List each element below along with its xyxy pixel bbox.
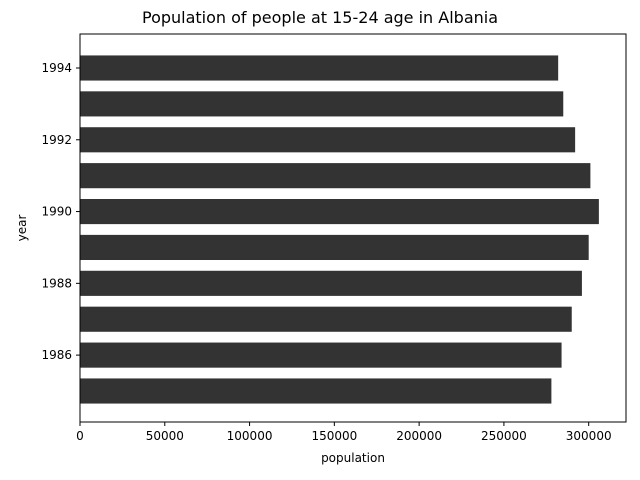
y-tick-label: 1992: [41, 133, 72, 147]
x-tick-label: 200000: [396, 429, 442, 443]
bar-1994: [80, 55, 559, 81]
x-tick-label: 250000: [481, 429, 527, 443]
y-tick-label: 1986: [41, 348, 72, 362]
bar-1986: [80, 342, 562, 368]
bars-group: [80, 55, 599, 404]
x-tick-label: 150000: [311, 429, 357, 443]
x-axis-label: population: [321, 451, 385, 465]
x-axis-ticks: 0 50000 100000 150000 200000 250000 300000: [76, 422, 612, 443]
bar-1992: [80, 127, 576, 153]
bar-1989: [80, 234, 589, 261]
y-axis-ticks: 1986 1988 1990 1992 1994: [41, 61, 80, 362]
bar-1985: [80, 378, 552, 404]
bar-1987: [80, 306, 572, 332]
plot-frame: [79, 33, 627, 423]
y-tick-label: 1990: [41, 205, 72, 219]
x-tick-label: 0: [76, 429, 84, 443]
bar-1990: [80, 198, 599, 225]
y-tick-label: 1994: [41, 61, 72, 75]
y-axis-label: year: [15, 215, 29, 242]
y-tick-label: 1988: [41, 276, 72, 290]
bar-1988: [80, 270, 582, 296]
bar-1991: [80, 163, 591, 189]
x-tick-label: 50000: [146, 429, 184, 443]
x-tick-label: 300000: [566, 429, 612, 443]
x-tick-label: 100000: [227, 429, 273, 443]
chart-title: Population of people at 15-24 age in Alb…: [142, 8, 498, 27]
bar-1993: [80, 91, 564, 117]
